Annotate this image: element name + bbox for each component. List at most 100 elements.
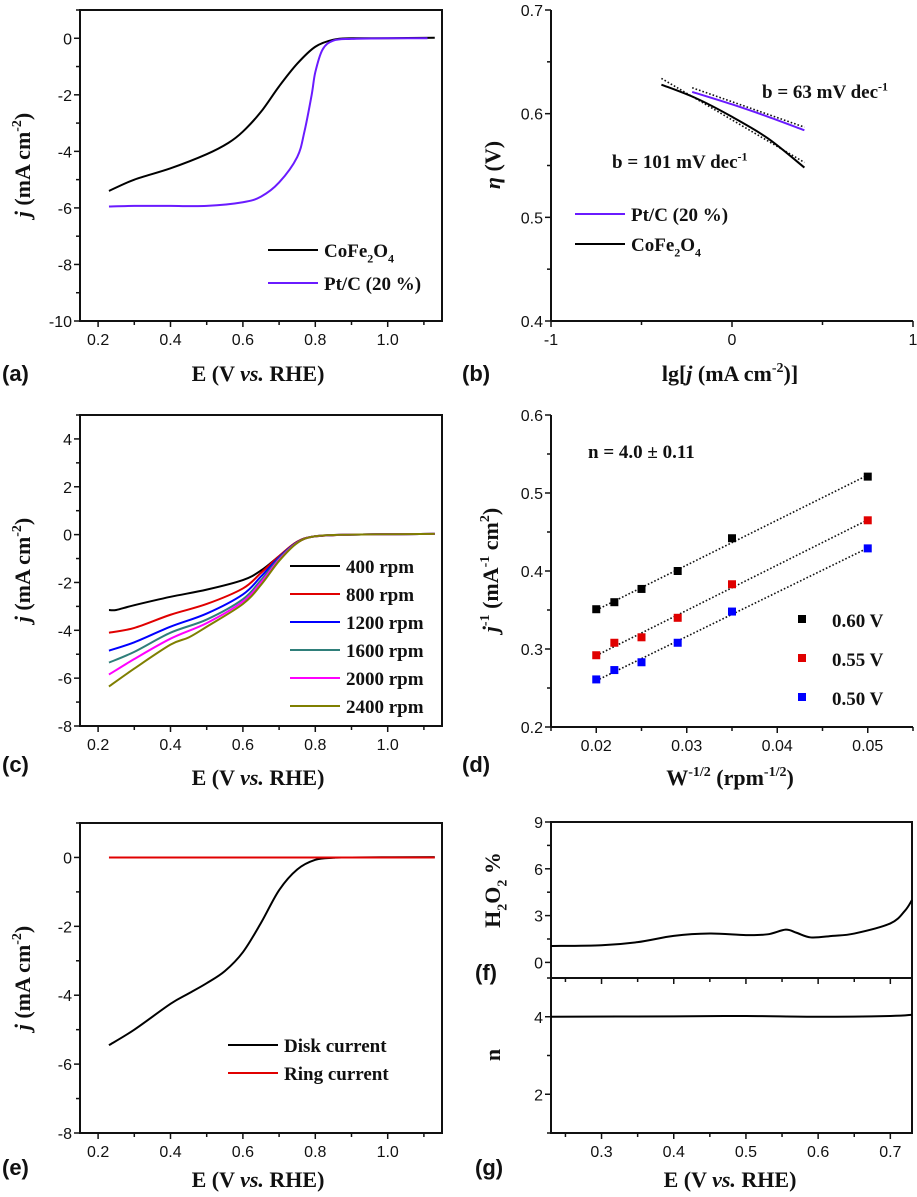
y-axis-label-part: -2 (10, 525, 25, 537)
x-tick-label: 0.8 (304, 1144, 326, 1161)
x-axis-label-part: E (V (192, 1167, 241, 1192)
x-axis-label-part: E (V (664, 1167, 713, 1192)
x-axis-label: lg[j (mA cm-2)] (662, 361, 798, 386)
legend-label-part: 1200 rpm (346, 613, 424, 634)
legend-label: 0.55 V (832, 650, 884, 671)
legend-label-part: O (680, 235, 695, 256)
data-point (637, 584, 646, 593)
data-point (610, 598, 619, 607)
y-axis-label: j (mA cm-2) (10, 926, 35, 1034)
y-tick-label: -6 (58, 671, 72, 688)
annotation-part: -1 (878, 79, 888, 93)
legend-label: 2000 rpm (346, 669, 424, 690)
legend-label-part: CoFe (324, 241, 367, 262)
data-point (592, 651, 601, 660)
y-tick-label: 0.6 (521, 408, 543, 425)
panel-label: (b) (462, 361, 490, 386)
annotation: b = 101 mV dec-1 (612, 149, 748, 173)
x-axis-label-part: -2 (772, 361, 784, 376)
y-axis-label-part: 2 (496, 880, 511, 887)
legend-label: 1600 rpm (346, 641, 424, 662)
y-axis-label-part: -2 (10, 933, 25, 945)
y-axis-label-part: H (480, 911, 505, 928)
plot-frame (79, 822, 443, 1134)
legend-label-part: 800 rpm (346, 585, 414, 606)
y-tick-label: 4 (63, 432, 72, 449)
panel-c: 0.2 0.4 0.6 0.8 1.0 -8 -6 -4 -2 0 2 4 E (V vs. RHE) j… (2, 414, 443, 790)
data-point (728, 607, 736, 616)
x-axis-label-part: j (683, 361, 693, 386)
y-tick-label: -2 (58, 575, 72, 592)
y-tick-label: 2 (63, 480, 72, 497)
x-tick-label: 0.5 (735, 1144, 757, 1161)
y-axis-label-part: ) (478, 508, 503, 515)
legend-label-part: O (373, 241, 388, 262)
y-axis-label-part: (mA cm (10, 537, 35, 616)
y-axis-label: j-1 (mA-1 cm2) (478, 508, 503, 635)
x-axis-label-part: -1/2 (688, 765, 711, 780)
y-tick-label: -8 (58, 1126, 72, 1143)
y-axis-label-part: j (10, 1023, 35, 1033)
y-axis-label-part: O (480, 887, 505, 904)
y-axis-label-part: j (10, 210, 35, 220)
series-line (108, 36, 435, 192)
y-tick-label: 0.2 (521, 720, 543, 737)
annotation-part: n = 4.0 ± 0.11 (588, 442, 695, 463)
x-tick-label: -1 (544, 332, 558, 349)
x-tick-label: 0.8 (304, 332, 326, 349)
y-tick-label: 0 (63, 528, 72, 545)
legend-label-part: 0.50 V (832, 689, 884, 710)
x-tick-label: 0.02 (581, 738, 612, 755)
data-point (673, 638, 682, 647)
y-axis-label-part: n (480, 1049, 505, 1061)
series-line (108, 856, 435, 1047)
x-tick-label: 0.6 (232, 1144, 254, 1161)
y-tick-label: 0 (534, 955, 543, 972)
panel-d: 0.02 0.03 0.04 0.050.20.30.40.50.6W-1/2 (rp… (462, 408, 914, 790)
data-point (728, 534, 736, 543)
legend-marker (798, 615, 806, 623)
x-axis-label: E (V vs. RHE) (192, 1167, 325, 1192)
legend-label: Ring current (284, 1064, 389, 1085)
x-axis-label-part: E (V (192, 361, 241, 386)
panel-label: (d) (462, 752, 490, 777)
plot-frame (550, 977, 913, 1134)
y-axis-label: j (mA cm-2) (10, 113, 35, 221)
y-tick-label: 0 (63, 31, 72, 48)
y-axis-label-part: η (480, 177, 505, 189)
data-point (863, 472, 872, 481)
y-tick-label: -8 (58, 719, 72, 736)
series-line (691, 90, 805, 132)
x-tick-label: 0.7 (879, 1144, 901, 1161)
panel-label: (c) (2, 752, 29, 777)
x-tick-label: 0.4 (159, 737, 181, 754)
legend-label-part: CoFe (631, 235, 674, 256)
y-tick-label: -4 (58, 988, 72, 1005)
legend-label: Disk current (284, 1036, 387, 1057)
legend-label-part: Ring current (284, 1064, 389, 1085)
plot-frame (79, 414, 443, 727)
legend-label-part: 1600 rpm (346, 641, 424, 662)
legend-label-part: 4 (695, 246, 701, 260)
x-tick-label: 1.0 (377, 332, 399, 349)
annotation: n = 4.0 ± 0.11 (588, 442, 695, 463)
data-point (863, 516, 872, 525)
annotation: b = 63 mV dec-1 (762, 79, 888, 103)
series-line (108, 532, 435, 688)
legend-label-part: 2400 rpm (346, 697, 424, 718)
annotation-part: -1 (738, 149, 748, 163)
legend-label: Pt/C (20 %) (631, 205, 728, 226)
x-tick-label: 0.03 (671, 738, 702, 755)
y-axis-label-part: ) (10, 113, 35, 120)
x-axis-label-part: lg[ (662, 361, 686, 386)
legend-label: 1200 rpm (346, 613, 424, 634)
x-axis-label-part: -1/2 (764, 765, 787, 780)
y-axis-label-part: 2 (478, 515, 493, 522)
x-axis-label-part: vs. (240, 1167, 264, 1192)
x-axis-label-part: vs. (240, 765, 264, 790)
x-axis-label-part: ) (786, 765, 793, 790)
x-axis-label-part: W (666, 765, 688, 790)
x-tick-label: 0.4 (159, 332, 181, 349)
x-tick-label: 0.6 (232, 737, 254, 754)
x-tick-label: 0.04 (762, 738, 793, 755)
